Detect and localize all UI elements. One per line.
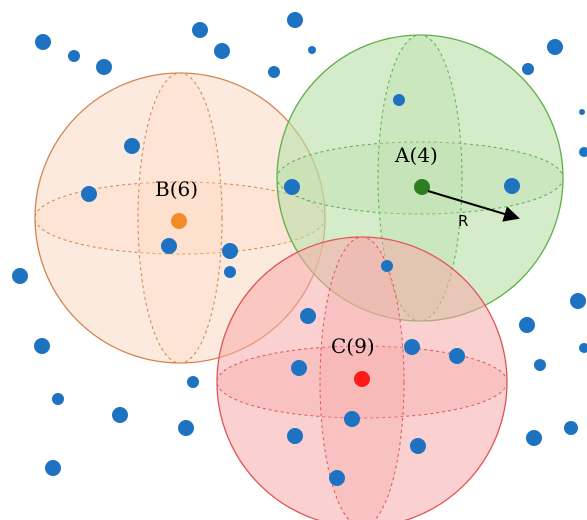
- center-b-dot: [171, 213, 187, 229]
- data-point: [344, 411, 360, 427]
- data-point: [504, 178, 520, 194]
- data-point: [81, 186, 97, 202]
- data-point: [300, 308, 316, 324]
- data-point: [410, 438, 426, 454]
- center-a-dot: [414, 179, 430, 195]
- data-point: [381, 260, 393, 272]
- label-radius: R: [458, 212, 468, 230]
- data-point: [112, 407, 128, 423]
- data-point: [579, 343, 587, 353]
- data-point: [329, 470, 345, 486]
- label-b: B(6): [155, 177, 198, 201]
- data-point: [68, 50, 80, 62]
- data-point: [222, 243, 238, 259]
- data-point: [284, 179, 300, 195]
- data-point: [178, 420, 194, 436]
- data-point: [35, 34, 51, 50]
- data-point: [45, 460, 61, 476]
- data-point: [214, 43, 230, 59]
- data-point: [393, 94, 405, 106]
- data-point: [52, 393, 64, 405]
- data-point: [187, 376, 199, 388]
- label-c: C(9): [331, 334, 375, 358]
- radius-arrow: [427, 190, 520, 222]
- data-point: [522, 63, 534, 75]
- data-point: [287, 12, 303, 28]
- data-point: [34, 338, 50, 354]
- data-point: [404, 339, 420, 355]
- data-point: [308, 46, 316, 54]
- sphere-a-horizontal-ring: [276, 141, 564, 215]
- data-point: [268, 66, 280, 78]
- data-point: [224, 266, 236, 278]
- label-a: A(4): [394, 143, 438, 167]
- center-c-dot: [354, 371, 370, 387]
- data-point: [519, 317, 535, 333]
- data-points: [12, 12, 587, 486]
- data-point: [564, 421, 578, 435]
- data-point: [570, 293, 586, 309]
- data-point: [449, 348, 465, 364]
- data-point: [192, 22, 208, 38]
- data-point: [12, 268, 28, 284]
- data-point: [526, 430, 542, 446]
- data-point: [534, 359, 546, 371]
- data-point: [287, 428, 303, 444]
- data-point: [96, 59, 112, 75]
- data-point: [547, 39, 563, 55]
- data-point: [124, 138, 140, 154]
- data-point: [161, 238, 177, 254]
- data-point: [291, 360, 307, 376]
- data-point: [579, 109, 585, 115]
- data-point: [579, 147, 587, 157]
